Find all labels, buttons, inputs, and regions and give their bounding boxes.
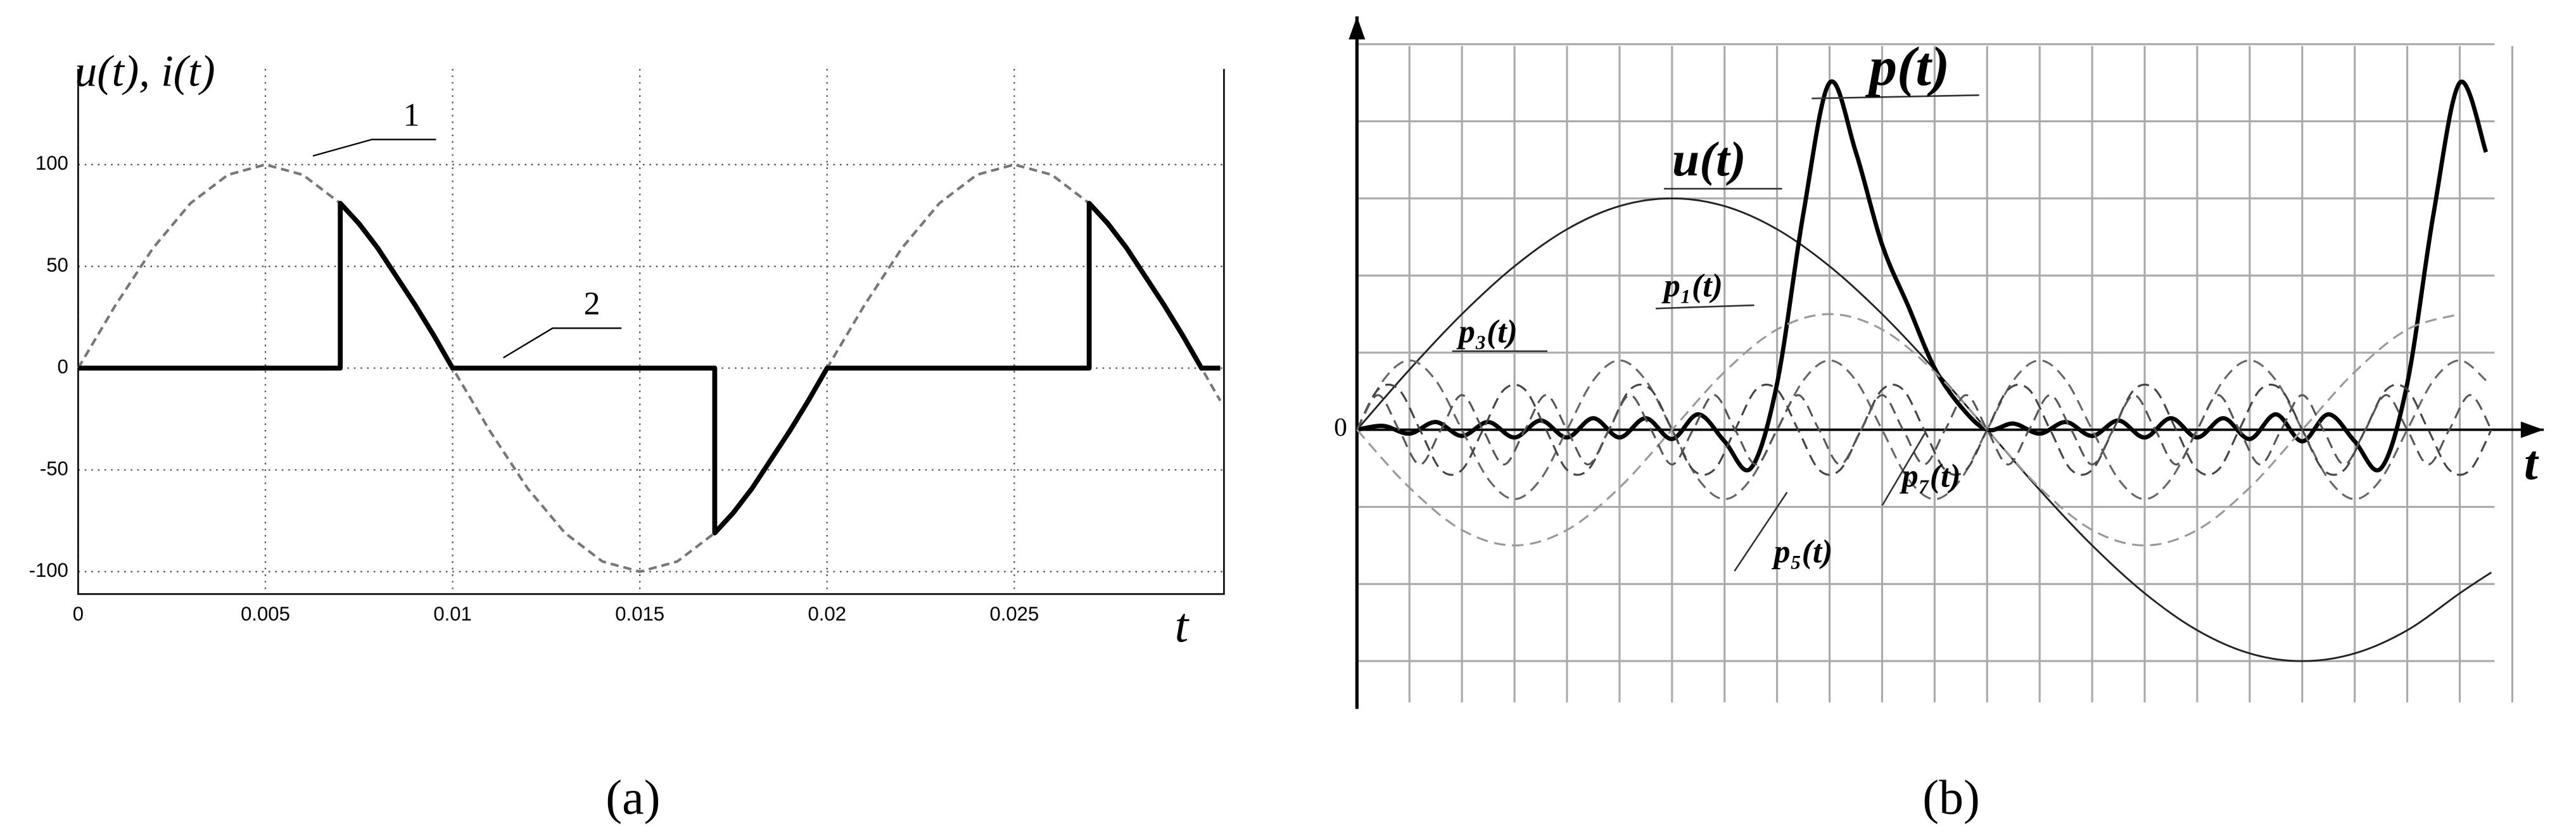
y-tick-label: -100 [29, 559, 68, 581]
leader-line [503, 327, 622, 358]
leader-line [312, 139, 436, 157]
series-label: p₁(t) [1661, 268, 1723, 304]
y-tick-label: 100 [35, 152, 68, 174]
leader-line [1811, 94, 1979, 99]
x-tick-label: 0 [73, 603, 84, 625]
x-tick-label: 0.01 [433, 603, 472, 625]
annotation: 1 [403, 97, 420, 133]
y-tick-label: -50 [40, 457, 68, 479]
x-tick-label: 0.02 [808, 603, 847, 625]
series-label: p₅(t) [1772, 534, 1833, 570]
series-label: p(t) [1865, 35, 1950, 98]
x-tick-label: 0.025 [989, 603, 1039, 625]
leader-line [1734, 491, 1788, 572]
series-line [1356, 313, 2460, 546]
leader-line [1881, 432, 1926, 506]
y-tick-label: 0 [58, 356, 68, 378]
x-tick-label: 0.005 [241, 603, 290, 625]
axis-frame [77, 68, 1225, 595]
caption: (a) [606, 770, 660, 824]
series-label: p₃(t) [1456, 314, 1518, 350]
series-label: p₇(t) [1900, 458, 1961, 495]
y-tick-label: 0 [1334, 412, 1347, 441]
y-axis-label: u(t), i(t) [75, 47, 215, 96]
series-line [1356, 79, 2489, 472]
annotation: 2 [584, 286, 600, 322]
x-axis-label: t [2524, 435, 2539, 489]
series-line [77, 163, 1222, 573]
series-line [1355, 394, 2492, 466]
x-tick-label: 0.015 [615, 603, 664, 625]
series-line [1355, 359, 2487, 500]
x-axis-label: t [1175, 598, 1190, 652]
leader-line [1656, 304, 1754, 310]
series-line [78, 201, 1221, 536]
series-line [1355, 383, 2492, 476]
series-label: u(t) [1672, 132, 1746, 186]
axis-arrow [1348, 16, 1366, 40]
caption: (b) [1922, 770, 1980, 824]
axis-arrow [2520, 421, 2544, 438]
y-tick-label: 50 [46, 254, 68, 276]
